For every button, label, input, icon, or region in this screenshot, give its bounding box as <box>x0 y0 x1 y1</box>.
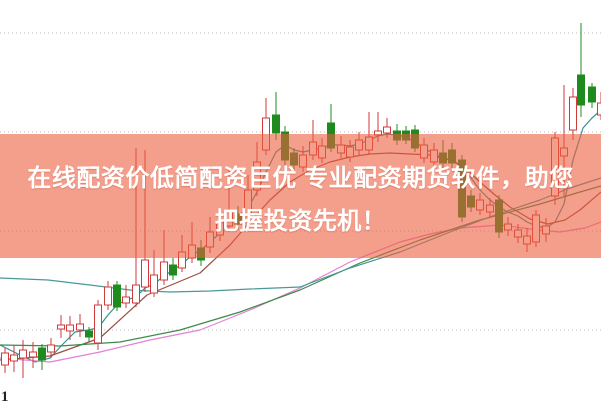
candle-body <box>123 297 130 303</box>
candle-body <box>77 324 84 330</box>
candle-body <box>86 331 93 337</box>
candle-body <box>114 285 121 307</box>
promo-text-line-1: 在线配资价低简配资巨优 专业配资期货软件，助您 <box>27 157 573 200</box>
candle-body <box>105 287 112 305</box>
candle-body <box>598 103 601 115</box>
candle-body <box>58 325 65 329</box>
candle-body <box>133 285 140 303</box>
candle-body <box>48 345 55 352</box>
candle-body <box>39 348 46 360</box>
candle-body <box>20 350 27 358</box>
promo-banner-overlay: 在线配资价低简配资巨优 专业配资期货软件，助您 把握投资先机！ <box>0 134 601 258</box>
candle-body <box>11 355 18 361</box>
candle-body <box>170 265 177 275</box>
candle-body <box>95 305 102 343</box>
candle-body <box>2 353 9 365</box>
candle-body <box>142 260 149 287</box>
candle-body <box>384 127 391 133</box>
promo-text-line-2: 把握投资先机！ <box>215 200 387 243</box>
candle-body <box>589 87 596 102</box>
candle-body <box>273 115 280 133</box>
candle-body <box>67 325 74 331</box>
candle-body <box>151 275 158 293</box>
candle-body <box>161 262 168 280</box>
candle-body <box>570 97 577 130</box>
candle-body <box>30 352 37 357</box>
clipped-corner-text: 1 <box>1 390 9 405</box>
candle-body <box>578 75 585 105</box>
